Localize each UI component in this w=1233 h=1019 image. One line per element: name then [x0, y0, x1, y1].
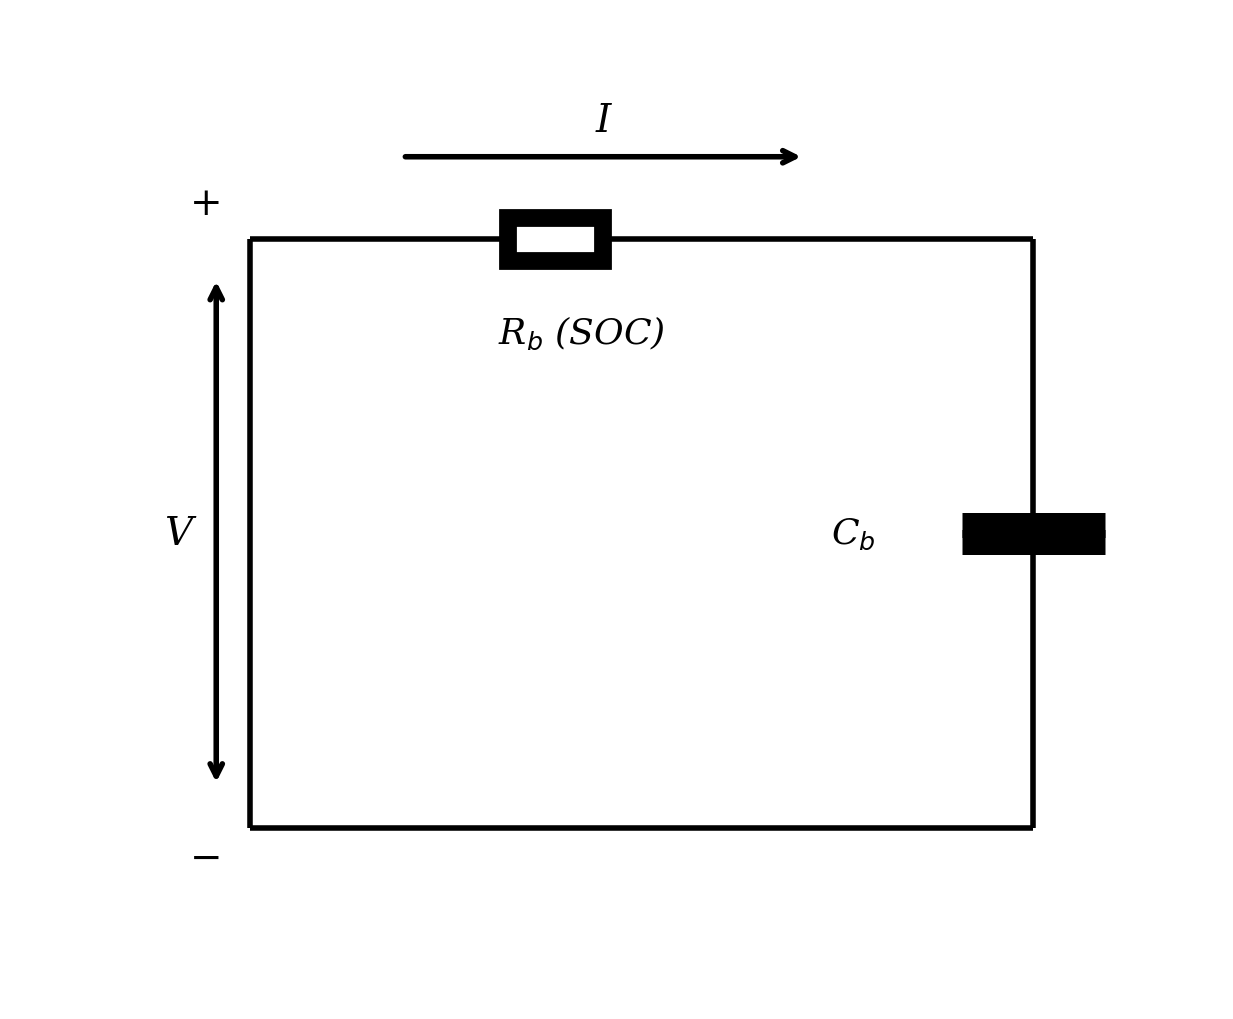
Text: +: +	[190, 186, 223, 223]
Text: −: −	[190, 840, 223, 876]
Text: R$_b$ (SOC): R$_b$ (SOC)	[498, 315, 666, 352]
Text: C$_b$: C$_b$	[831, 517, 875, 552]
Bar	[508, 218, 603, 262]
Text: V: V	[164, 516, 192, 552]
Text: I: I	[596, 103, 610, 140]
